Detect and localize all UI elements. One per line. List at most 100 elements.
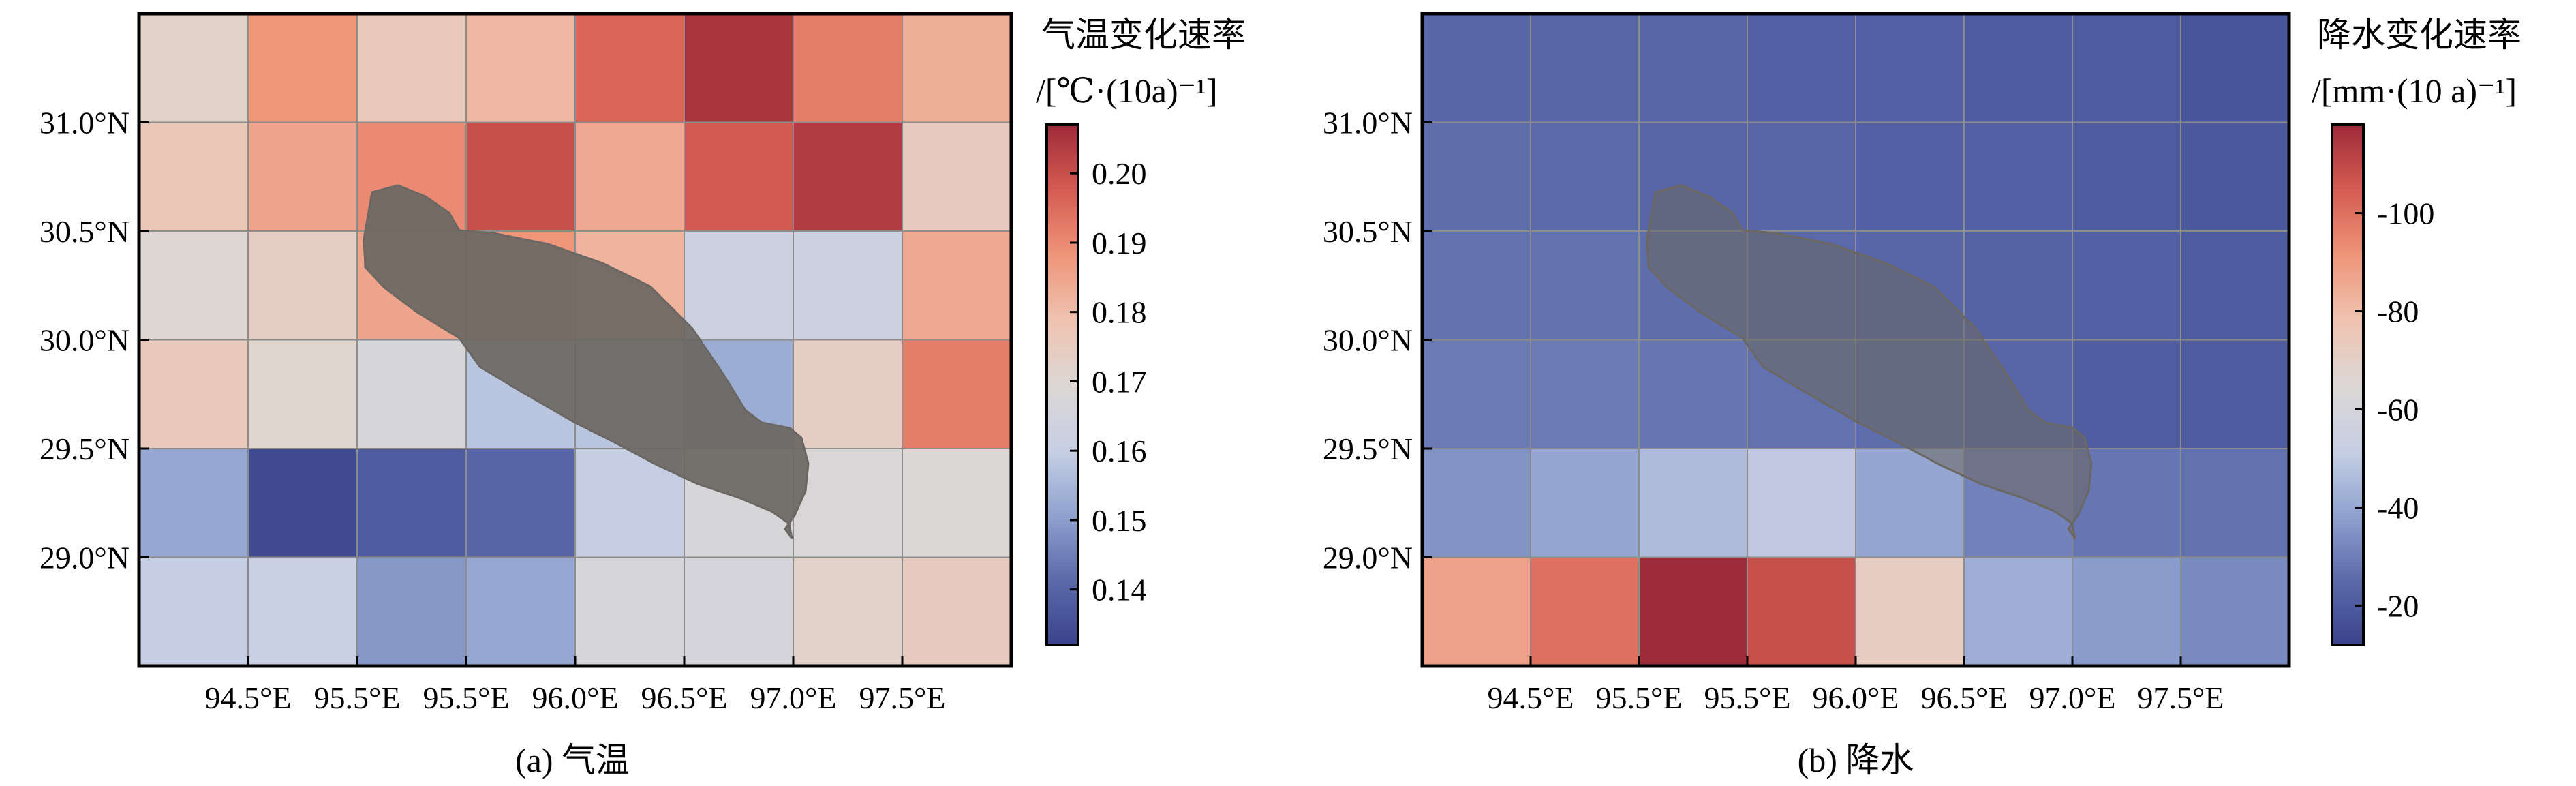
colorbar-gradient-step [2332, 506, 2363, 511]
colorbar-gradient-step [2332, 311, 2363, 316]
colorbar-gradient-step [2332, 566, 2363, 572]
colorbar-gradient-step [1047, 605, 1078, 611]
x-tick-label: 96.5°E [1921, 680, 2008, 715]
heatmap-cell [356, 13, 467, 123]
colorbar-gradient-step [2332, 597, 2363, 603]
colorbar-gradient-step [2332, 228, 2363, 234]
heatmap-cell [2072, 339, 2182, 450]
colorbar-gradient-step [1047, 528, 1078, 533]
heatmap-cell [356, 339, 467, 450]
colorbar-gradient-step [2332, 341, 2363, 347]
colorbar-gradient-step [2332, 571, 2363, 577]
colorbar-gradient-step [2332, 133, 2363, 138]
heatmap-cell [2072, 13, 2182, 123]
x-axis-ticks-b: 94.5°E 95.5°E 95.5°E 96.0°E 96.5°E 97.0°E 97.5… [1488, 656, 2224, 715]
colorbar-gradient-step [1047, 502, 1078, 507]
colorbar-gradient-step [1047, 545, 1078, 550]
colorbar-gradient-step [2332, 276, 2363, 282]
colorbar-gradient-step [2332, 172, 2363, 178]
colorbar-gradient-step [2332, 151, 2363, 156]
colorbar-gradient-step [1047, 631, 1078, 637]
colorbar-gradient-step [1047, 354, 1078, 360]
heatmap-cell [2072, 556, 2182, 667]
colorbar-gradient-step [1047, 588, 1078, 594]
colorbar-gradient-step [1047, 549, 1078, 555]
colorbar-a: 0.20 0.19 0.18 0.17 0.16 0.15 0.14 [1045, 123, 1147, 646]
colorbar-tick-label: 0.17 [1092, 364, 1147, 399]
colorbar-gradient-step [1047, 293, 1078, 299]
x-tick-label: 95.5°E [1704, 680, 1791, 715]
colorbar-gradient-step [2332, 614, 2363, 620]
colorbar-gradient-step [2332, 359, 2363, 364]
colorbar-gradient-step [1047, 489, 1078, 494]
colorbar-gradient-step [2332, 155, 2363, 160]
colorbar-gradient-step [1047, 415, 1078, 421]
colorbar-gradient-step [2332, 320, 2363, 325]
colorbar-gradient-step [2332, 454, 2363, 459]
colorbar-tick-label: 0.16 [1092, 434, 1147, 468]
colorbar-gradient-step [1047, 462, 1078, 468]
colorbar-gradient-step [2332, 515, 2363, 520]
heatmap-cell [1422, 339, 1532, 450]
y-axis-ticks-b: 31.0°N 30.5°N 30.0°N 29.5°N 29.0°N [1323, 106, 1432, 575]
colorbar-gradient-step [1047, 471, 1078, 477]
colorbar-gradient-step [1047, 272, 1078, 277]
colorbar-gradient-step [2332, 640, 2363, 646]
colorbar-gradient-step [1047, 359, 1078, 364]
colorbar-gradient-step [1047, 232, 1078, 239]
colorbar-gradient-step [1047, 523, 1078, 529]
colorbar-gradient-step [1047, 554, 1078, 559]
heatmap-cell [684, 13, 795, 123]
colorbar-gradient-step [2332, 432, 2363, 438]
colorbar-gradient-step [1047, 202, 1078, 208]
colorbar-gradient-step [2332, 410, 2363, 416]
heatmap-cell [574, 13, 686, 123]
colorbar-gradient-step [1047, 441, 1078, 447]
colorbar-tick-label: -80 [2377, 294, 2419, 329]
colorbar-gradient-step [1047, 372, 1078, 377]
colorbar-gradient-step [1047, 164, 1078, 169]
heatmap-cell [1747, 448, 1857, 558]
heatmap-cell [1638, 13, 1749, 123]
colorbar-gradient-step [2332, 367, 2363, 373]
heatmap-cell [356, 556, 467, 667]
colorbar-gradient-step [2332, 246, 2363, 252]
colorbar-gradient-step [2332, 259, 2363, 264]
heatmap-cell [1638, 556, 1749, 667]
colorbar-gradient-step [2332, 142, 2363, 147]
colorbar-gradient-step [2332, 610, 2363, 616]
y-axis-ticks-a: 31.0°N 30.5°N 30.0°N 29.5°N 29.0°N [40, 106, 149, 575]
y-tick-label: 30.0°N [40, 323, 129, 358]
colorbar-gradient-step [1047, 458, 1078, 464]
colorbar-gradient-step [2332, 445, 2363, 451]
colorbar-tick-label: -100 [2377, 196, 2434, 231]
colorbar-gradient-step [1047, 159, 1078, 165]
colorbar-gradient-step [2332, 510, 2363, 516]
heatmap-cell [465, 448, 577, 558]
colorbar-gradient-step [1047, 454, 1078, 459]
colorbar-gradient-step [2332, 536, 2363, 542]
colorbar-gradient-step [1047, 298, 1078, 303]
heatmap-cell [1638, 339, 1749, 450]
colorbar-gradient-step [1047, 211, 1078, 217]
colorbar-gradient-step [1047, 341, 1078, 347]
heatmap-cell [1422, 556, 1532, 667]
colorbar-gradient-step [1047, 190, 1078, 195]
colorbar-gradient-step [1047, 151, 1078, 156]
panel-a: 31.0°N 30.5°N 30.0°N 29.5°N 29.0°N 94.5°E 95.… [40, 12, 1246, 779]
colorbar-gradient-step [1047, 259, 1078, 264]
colorbar-gradient-step [1047, 146, 1078, 151]
colorbar-tick-label: 0.15 [1092, 503, 1147, 538]
heatmap-cell [1855, 121, 1965, 232]
colorbar-gradient-step [2332, 293, 2363, 299]
colorbar-gradient-step [1047, 510, 1078, 516]
colorbar-gradient-step [2332, 129, 2363, 134]
heatmap-cell [574, 121, 686, 232]
colorbar-gradient-step [1047, 324, 1078, 329]
colorbar-gradient-step [1047, 610, 1078, 616]
colorbar-gradient-step [1047, 315, 1078, 320]
heatmap-cell [1855, 13, 1965, 123]
colorbar-gradient-step [2332, 285, 2363, 290]
colorbar-gradient-step [1047, 532, 1078, 537]
heatmap-cell [1747, 556, 1857, 667]
